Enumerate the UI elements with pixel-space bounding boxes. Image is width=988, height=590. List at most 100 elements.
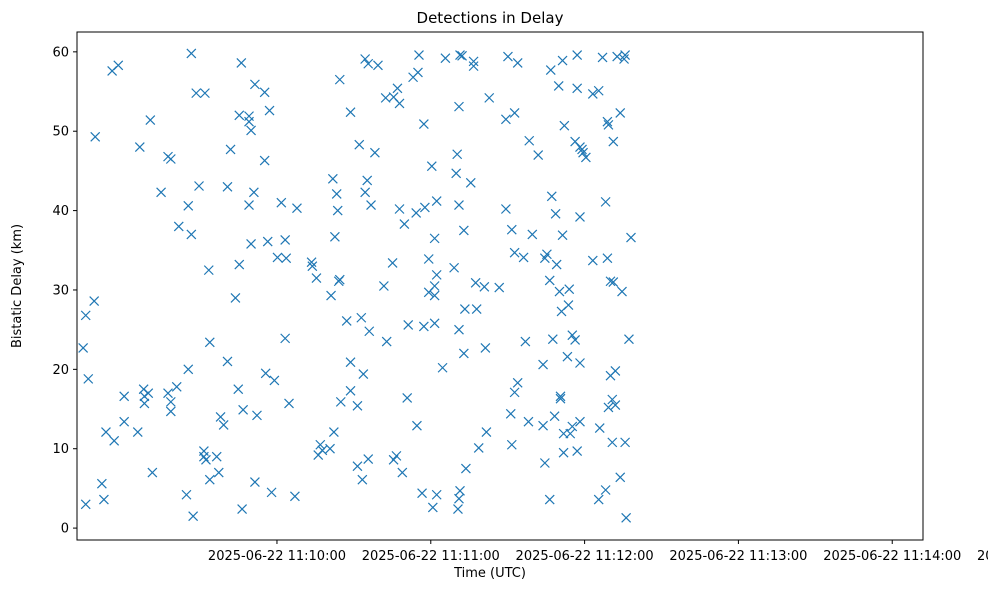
chart-title: Detections in Delay bbox=[417, 9, 564, 27]
data-point bbox=[603, 119, 614, 130]
data-point bbox=[266, 487, 277, 498]
data-point bbox=[503, 51, 513, 62]
data-point bbox=[594, 423, 605, 434]
data-point bbox=[248, 187, 259, 198]
data-point bbox=[156, 187, 167, 198]
data-point bbox=[186, 48, 197, 59]
data-point bbox=[481, 427, 492, 437]
data-point bbox=[334, 74, 345, 85]
data-point bbox=[580, 152, 591, 163]
y-tick-label: 60 bbox=[52, 45, 69, 60]
data-point bbox=[244, 200, 254, 210]
data-point bbox=[418, 119, 429, 129]
data-point bbox=[431, 489, 442, 500]
data-point bbox=[602, 116, 613, 127]
y-tick-label: 0 bbox=[61, 522, 69, 537]
data-point bbox=[509, 108, 520, 118]
data-point bbox=[378, 281, 389, 291]
data-point bbox=[272, 252, 283, 263]
data-point bbox=[555, 393, 566, 404]
data-point bbox=[357, 474, 368, 485]
data-point bbox=[171, 381, 182, 392]
data-point bbox=[506, 224, 517, 235]
data-point bbox=[183, 200, 194, 211]
data-point bbox=[394, 204, 405, 214]
data-point bbox=[201, 454, 211, 465]
data-point bbox=[572, 446, 583, 457]
data-point bbox=[494, 282, 505, 293]
data-point bbox=[165, 396, 176, 407]
data-point bbox=[332, 205, 343, 216]
data-point bbox=[567, 421, 578, 432]
x-tick-label: 2025-06-22 11:13:00 bbox=[669, 549, 807, 564]
data-point bbox=[454, 493, 464, 504]
data-point bbox=[363, 58, 374, 69]
data-point bbox=[230, 292, 241, 303]
data-point bbox=[358, 369, 369, 380]
data-point bbox=[608, 136, 619, 147]
y-tick-label: 50 bbox=[52, 125, 69, 140]
x-tick-label: 2025-06-22 11:12:00 bbox=[516, 549, 654, 564]
data-point bbox=[419, 202, 430, 213]
y-tick-label: 10 bbox=[52, 442, 69, 457]
data-point bbox=[352, 461, 363, 472]
data-point bbox=[134, 142, 145, 153]
data-point bbox=[246, 125, 256, 136]
data-point bbox=[429, 318, 440, 329]
data-point bbox=[564, 284, 575, 295]
data-point bbox=[562, 351, 573, 362]
data-point bbox=[381, 336, 392, 347]
data-point bbox=[369, 147, 380, 158]
y-tick-label: 20 bbox=[52, 363, 69, 378]
data-point bbox=[563, 300, 574, 310]
data-point bbox=[399, 219, 410, 230]
x-axis-label: Time (UTC) bbox=[453, 566, 526, 581]
data-point bbox=[520, 336, 531, 347]
data-point bbox=[139, 398, 150, 409]
data-point bbox=[356, 312, 367, 323]
data-point bbox=[437, 362, 448, 373]
data-point bbox=[325, 443, 335, 454]
data-point bbox=[512, 377, 523, 388]
data-point bbox=[541, 249, 552, 260]
data-point bbox=[280, 333, 291, 344]
data-point bbox=[249, 477, 260, 487]
x-tick-label: 2025-06-22 11:15:00 bbox=[977, 549, 988, 564]
data-point bbox=[426, 161, 437, 172]
data-point bbox=[373, 60, 383, 71]
data-point bbox=[331, 189, 342, 199]
data-point bbox=[98, 494, 109, 505]
data-point bbox=[315, 439, 326, 450]
data-point bbox=[578, 147, 588, 158]
data-point bbox=[326, 290, 336, 301]
data-point bbox=[360, 54, 371, 64]
data-point bbox=[327, 173, 338, 184]
data-point bbox=[252, 410, 262, 421]
data-point bbox=[460, 463, 471, 474]
data-point bbox=[78, 342, 89, 353]
data-points bbox=[78, 48, 636, 523]
data-point bbox=[186, 229, 197, 240]
data-point bbox=[334, 274, 345, 285]
data-point bbox=[608, 277, 619, 287]
data-point bbox=[518, 252, 529, 263]
data-point bbox=[417, 488, 427, 499]
data-point bbox=[364, 326, 375, 337]
data-point bbox=[587, 255, 598, 266]
data-point bbox=[234, 110, 245, 121]
data-point bbox=[397, 467, 408, 478]
data-point bbox=[165, 406, 176, 417]
data-point bbox=[603, 402, 614, 413]
data-point bbox=[454, 324, 464, 335]
data-point bbox=[524, 135, 535, 146]
data-point bbox=[244, 111, 254, 122]
data-point bbox=[234, 259, 245, 270]
data-point bbox=[605, 276, 616, 287]
data-point bbox=[429, 281, 440, 291]
data-point bbox=[211, 451, 222, 462]
data-point bbox=[391, 450, 402, 461]
data-point bbox=[307, 261, 318, 272]
data-point bbox=[402, 392, 413, 403]
data-point bbox=[213, 467, 224, 478]
data-point bbox=[575, 416, 585, 427]
